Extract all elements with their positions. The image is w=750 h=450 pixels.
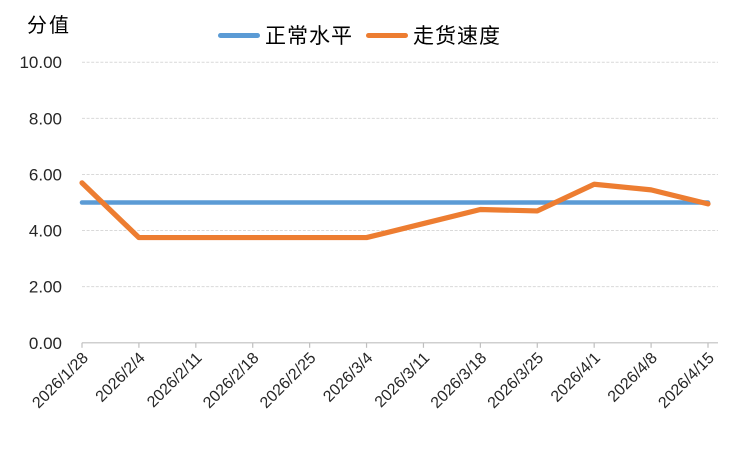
x-axis-tick-label: 2026/2/4 [93, 350, 149, 406]
y-axis-tick-label: 10.00 [19, 53, 62, 72]
x-axis-tick-label: 2026/4/1 [548, 350, 604, 406]
y-axis-title: 分值 [27, 15, 71, 37]
x-axis-tick-label: 2026/3/4 [320, 350, 376, 406]
legend-label-shipping-speed: 走货速度 [413, 25, 501, 48]
legend: 正常水平 走货速度 [218, 20, 501, 50]
x-axis-tick-label: 2026/4/15 [655, 350, 717, 412]
legend-label-normal-level: 正常水平 [265, 25, 353, 48]
y-axis-tick-label: 6.00 [29, 165, 62, 184]
legend-line-swatch-icon [366, 32, 408, 38]
x-axis-tick-label: 2026/2/25 [257, 350, 319, 412]
legend-item-shipping-speed: 走货速度 [366, 20, 501, 50]
x-axis-tick-label: 2026/4/8 [605, 350, 661, 406]
series-line-1 [79, 180, 711, 241]
y-axis-tick-label: 0.00 [29, 334, 62, 353]
legend-item-normal-level: 正常水平 [218, 20, 353, 50]
x-axis-tick-label: 2026/2/18 [200, 350, 262, 412]
y-axis-tick-label: 8.00 [29, 109, 62, 128]
x-axis-tick-label: 2026/3/25 [485, 350, 547, 412]
y-axis-tick-label: 2.00 [29, 278, 62, 297]
x-axis-tick-label: 2026/1/28 [29, 350, 91, 412]
x-axis-tick-label: 2026/3/11 [372, 350, 434, 412]
x-axis-tick-label: 2026/3/18 [428, 350, 490, 412]
y-axis-tick-label: 4.00 [29, 222, 62, 241]
x-axis-tick-label: 2026/2/11 [144, 350, 206, 412]
legend-line-swatch-icon [218, 32, 260, 38]
